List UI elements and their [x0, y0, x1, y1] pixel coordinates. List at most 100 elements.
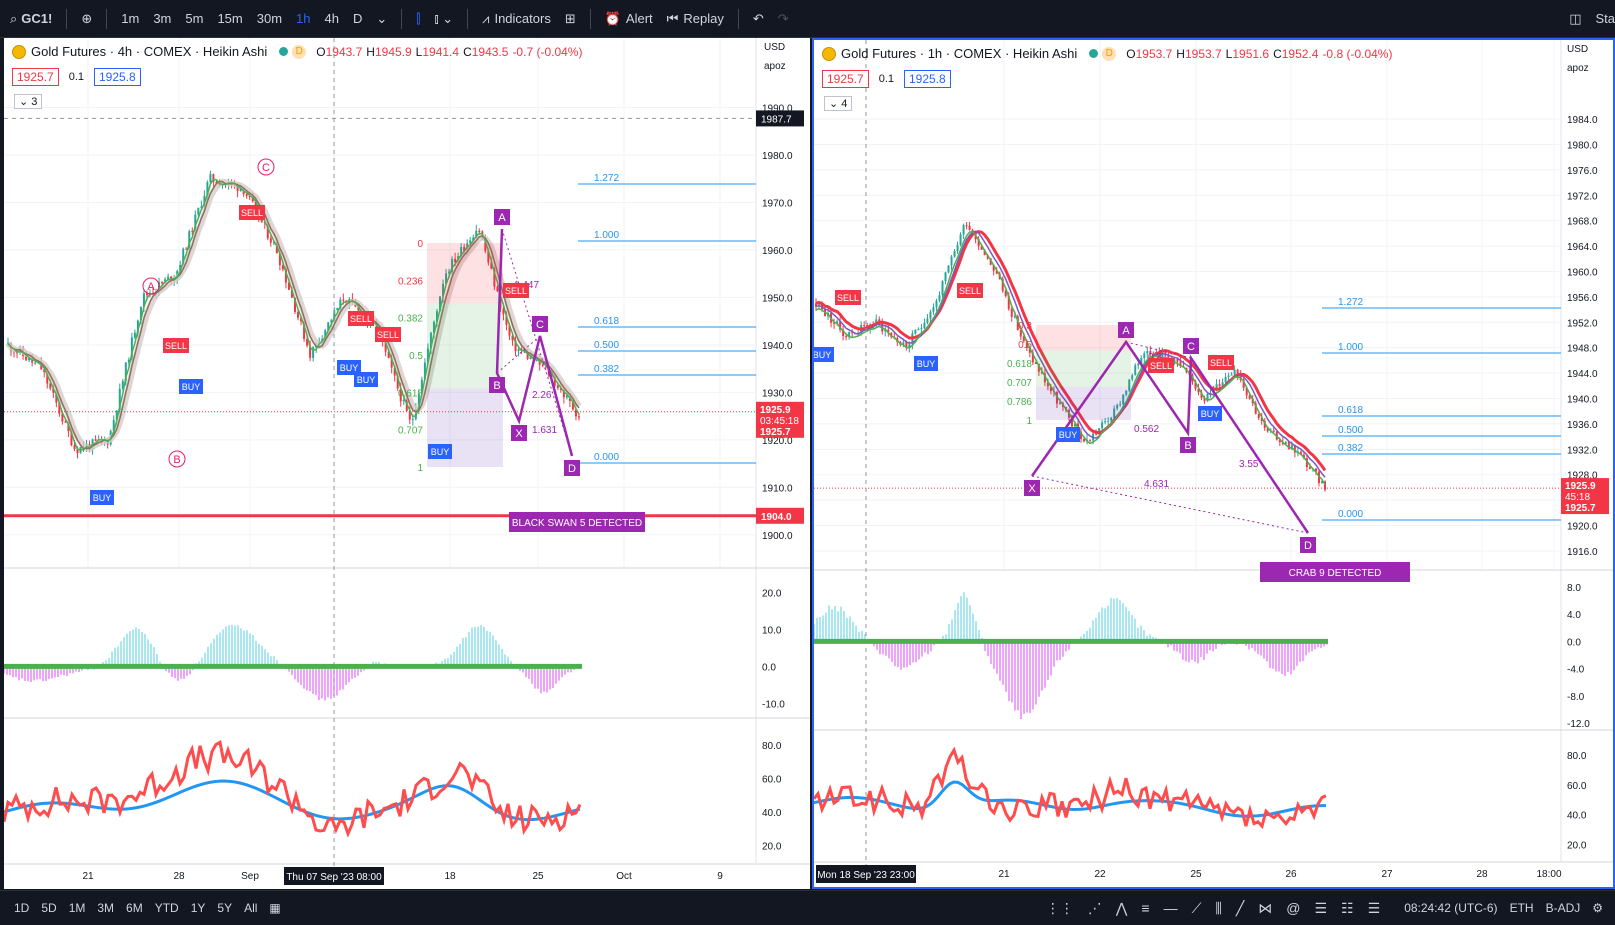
drawing-tool-13[interactable]: ☰ [1368, 900, 1381, 917]
interval-15m[interactable]: 15m [217, 11, 243, 26]
panel-toggle-button[interactable]: ◫ [1569, 11, 1581, 27]
countdown-label: 45:18 [1565, 492, 1590, 503]
range-1d[interactable]: 1D [14, 901, 30, 915]
range-ytd[interactable]: YTD [154, 901, 179, 915]
drawing-tool-10[interactable]: @ [1286, 900, 1300, 916]
sell-price-button[interactable]: 1925.7 [822, 70, 869, 88]
indicators-button[interactable]: ⩘ Indicators [482, 10, 551, 27]
candle-body [269, 238, 272, 243]
interval-1m[interactable]: 1m [121, 11, 140, 26]
drawing-tool-1[interactable]: ⋮⋮ [1046, 900, 1074, 917]
time-tick-label: 26 [1285, 869, 1297, 880]
interval-d[interactable]: D [352, 11, 363, 26]
chart-workspace: 1990.0 1980.0 1970.0 1960.0 1950.0 1940.0 1930… [0, 38, 1615, 890]
crosshair-time-label: Thu 07 Sep '23 08:00 [286, 872, 382, 883]
sell-price-button[interactable]: 1925.7 [12, 68, 59, 86]
interval-1h[interactable]: 1h [296, 11, 311, 26]
goto-date-button[interactable]: ▦ [269, 901, 280, 915]
sell-signal-box [503, 283, 529, 298]
range-all[interactable]: All [244, 901, 258, 915]
redo-button[interactable]: ↷ [778, 11, 789, 27]
chart-pane-4h[interactable]: 1990.0 1980.0 1970.0 1960.0 1950.0 1940.0 1930… [4, 38, 810, 889]
compare-button[interactable]: ⊕ [81, 11, 92, 27]
drawing-tool-7[interactable]: ⫼ [1215, 900, 1221, 917]
scale-select[interactable]: apoz [1567, 63, 1589, 74]
trade-box: 1925.7 0.1 1925.8 [12, 68, 141, 86]
candle-body [327, 322, 330, 331]
drawing-tool-11[interactable]: ☰ [1315, 900, 1328, 917]
candle-body [1110, 417, 1113, 421]
interval-dropdown[interactable]: ⌄ [376, 11, 387, 27]
adjustment-toggle[interactable]: B-ADJ [1545, 901, 1581, 915]
drawing-tool-8[interactable]: ╱ [1236, 900, 1244, 917]
candle-body [402, 399, 405, 402]
alert-button[interactable]: ⏰ Alert [604, 10, 653, 27]
bar-style-button[interactable]: ⫿ [416, 11, 420, 27]
range-6m[interactable]: 6M [126, 901, 143, 915]
indicators-collapse-button[interactable]: ⌄ 3 [14, 94, 43, 109]
candle-body [1284, 441, 1287, 444]
candle-body [345, 300, 348, 304]
buy-price-button[interactable]: 1925.8 [94, 68, 141, 86]
chart-type-button[interactable]: ⫾ ⌄ [434, 11, 453, 27]
gold-symbol-icon [822, 46, 836, 61]
chart-canvas-1h[interactable]: 1984.0 1980.0 1976.0 1972.0 1968.0 1964.0 1960… [814, 40, 1613, 887]
clock-readout[interactable]: 08:24:42 (UTC-6) [1404, 901, 1498, 915]
drawing-tool-6[interactable]: ⟋ [1192, 900, 1202, 917]
drawing-tool-2[interactable]: ⋰ [1088, 900, 1102, 917]
settings-gear[interactable]: ⚙ [1592, 901, 1603, 915]
time-tick-label: 28 [173, 871, 185, 882]
candle-body [1104, 421, 1107, 423]
drawing-tool-9[interactable]: ⋈ [1258, 900, 1272, 917]
save-area[interactable]: Sta [1595, 11, 1615, 26]
chart-canvas-4h[interactable]: 1990.01980.01970.01960.01950.01940.01930… [4, 38, 810, 889]
replay-button[interactable]: ⏮ Replay [666, 10, 724, 27]
range-3m[interactable]: 3M [97, 901, 115, 915]
range-1m[interactable]: 1M [68, 901, 86, 915]
rsi-fast-line [4, 740, 582, 838]
currency-select[interactable]: USD [764, 42, 786, 53]
sell-signal-label: SELL [1210, 358, 1232, 368]
rsi-tick-label: 20.0 [762, 842, 782, 853]
symbol-search[interactable]: ⌕ GC1! [10, 10, 53, 27]
buy-signal-box [1056, 427, 1080, 442]
fib-ratio-label: 0.5 [409, 351, 423, 362]
drawing-tool-4[interactable]: ≡ [1141, 900, 1149, 916]
scale-select[interactable]: apoz [764, 61, 786, 72]
pattern-point-marker [494, 209, 510, 225]
fib-level-label: 1.272 [594, 173, 619, 184]
candle-body [1116, 405, 1119, 409]
fib-level-label: 1.272 [1338, 297, 1363, 308]
candle-body [1001, 279, 1004, 291]
candle-body [127, 359, 130, 363]
range-5d[interactable]: 5D [41, 901, 57, 915]
drawing-tool-12[interactable]: ☷ [1341, 900, 1354, 917]
candle-body [490, 262, 493, 269]
ohlc-open: O1943.7 [316, 44, 363, 59]
indicators-collapse-button[interactable]: ⌄ 4 [824, 96, 853, 111]
candle-body [254, 201, 257, 207]
range-1y[interactable]: 1Y [190, 901, 206, 915]
interval-30m[interactable]: 30m [256, 11, 283, 26]
drawing-tool-5[interactable]: ― [1164, 900, 1178, 916]
layout-button[interactable]: ⊞ [565, 11, 576, 27]
drawing-tool-3[interactable]: ⋀ [1116, 900, 1127, 917]
session-toggle[interactable]: ETH [1509, 901, 1534, 915]
candle-body [905, 342, 908, 348]
candle-body [112, 419, 115, 432]
price-tick-label: 1990.0 [762, 103, 793, 114]
candle-body [245, 193, 248, 196]
time-tick-label: Oct [616, 871, 632, 882]
interval-3m[interactable]: 3m [153, 11, 172, 26]
range-5y[interactable]: 5Y [217, 901, 233, 915]
undo-button[interactable]: ↶ [753, 11, 764, 27]
candle-body [1122, 394, 1125, 405]
interval-5m[interactable]: 5m [185, 11, 204, 26]
candle-body [306, 338, 309, 346]
candle-body [442, 283, 445, 297]
chart-pane-1h[interactable]: 1984.0 1980.0 1976.0 1972.0 1968.0 1964.0 1960… [812, 38, 1615, 889]
currency-select[interactable]: USD [1567, 44, 1589, 55]
interval-4h[interactable]: 4h [324, 11, 339, 26]
buy-price-button[interactable]: 1925.8 [904, 70, 951, 88]
candle-body [1257, 413, 1260, 419]
